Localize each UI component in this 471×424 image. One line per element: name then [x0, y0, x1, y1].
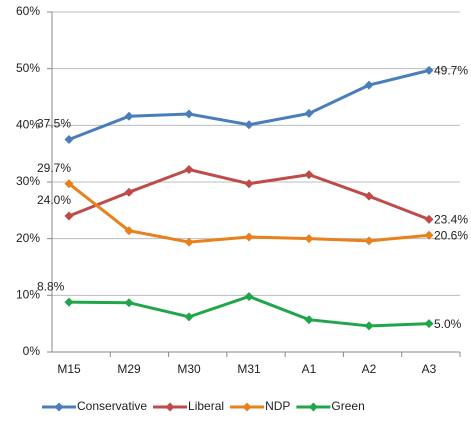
marker — [64, 179, 74, 189]
y-tick-label: 0% — [23, 344, 41, 358]
marker — [424, 319, 434, 329]
marker — [424, 230, 434, 240]
x-tick-label: A2 — [362, 362, 377, 376]
marker — [304, 315, 314, 325]
y-tick-label: 40% — [16, 118, 40, 132]
x-tick-label: A1 — [302, 362, 317, 376]
marker — [184, 109, 194, 119]
data-label: 8.8% — [37, 279, 65, 293]
marker — [64, 211, 74, 221]
legend-marker — [242, 402, 252, 412]
x-tick-label: M15 — [57, 362, 81, 376]
marker — [124, 226, 134, 236]
y-tick-label: 50% — [16, 61, 40, 75]
x-tick-label: M30 — [177, 362, 201, 376]
y-tick-label: 60% — [16, 4, 40, 18]
marker — [244, 179, 254, 189]
marker — [364, 236, 374, 246]
legend-label: NDP — [265, 399, 290, 413]
legend-label: Conservative — [77, 399, 147, 413]
x-tick-label: M29 — [117, 362, 141, 376]
marker — [184, 312, 194, 322]
marker — [364, 321, 374, 331]
marker — [244, 291, 254, 301]
legend-marker — [54, 402, 64, 412]
marker — [244, 120, 254, 130]
data-label: 29.7% — [37, 161, 71, 175]
legend-label: Green — [331, 399, 364, 413]
legend-marker — [308, 402, 318, 412]
data-label: 5.0% — [434, 317, 462, 331]
marker — [124, 111, 134, 121]
marker — [124, 187, 134, 197]
marker — [364, 191, 374, 201]
data-label: 49.7% — [434, 64, 468, 78]
marker — [304, 108, 314, 118]
marker — [244, 232, 254, 242]
data-label: 20.6% — [434, 228, 468, 242]
x-tick-label: M31 — [237, 362, 261, 376]
marker — [424, 214, 434, 224]
series-line — [68, 167, 430, 221]
data-label: 23.4% — [434, 213, 468, 227]
marker — [424, 65, 434, 75]
y-tick-label: 20% — [16, 231, 40, 245]
marker — [184, 237, 194, 247]
marker — [184, 165, 194, 175]
marker — [304, 234, 314, 244]
marker — [64, 135, 74, 144]
y-tick-label: 10% — [16, 288, 40, 302]
legend-label: Liberal — [188, 399, 224, 413]
x-tick-label: A3 — [422, 362, 437, 376]
data-label: 37.5% — [37, 117, 71, 131]
marker — [64, 297, 74, 307]
marker — [304, 170, 314, 180]
marker — [364, 80, 374, 90]
data-label: 24.0% — [37, 193, 71, 207]
legend-marker — [165, 402, 175, 412]
y-tick-label: 30% — [16, 174, 40, 188]
marker — [124, 298, 134, 308]
